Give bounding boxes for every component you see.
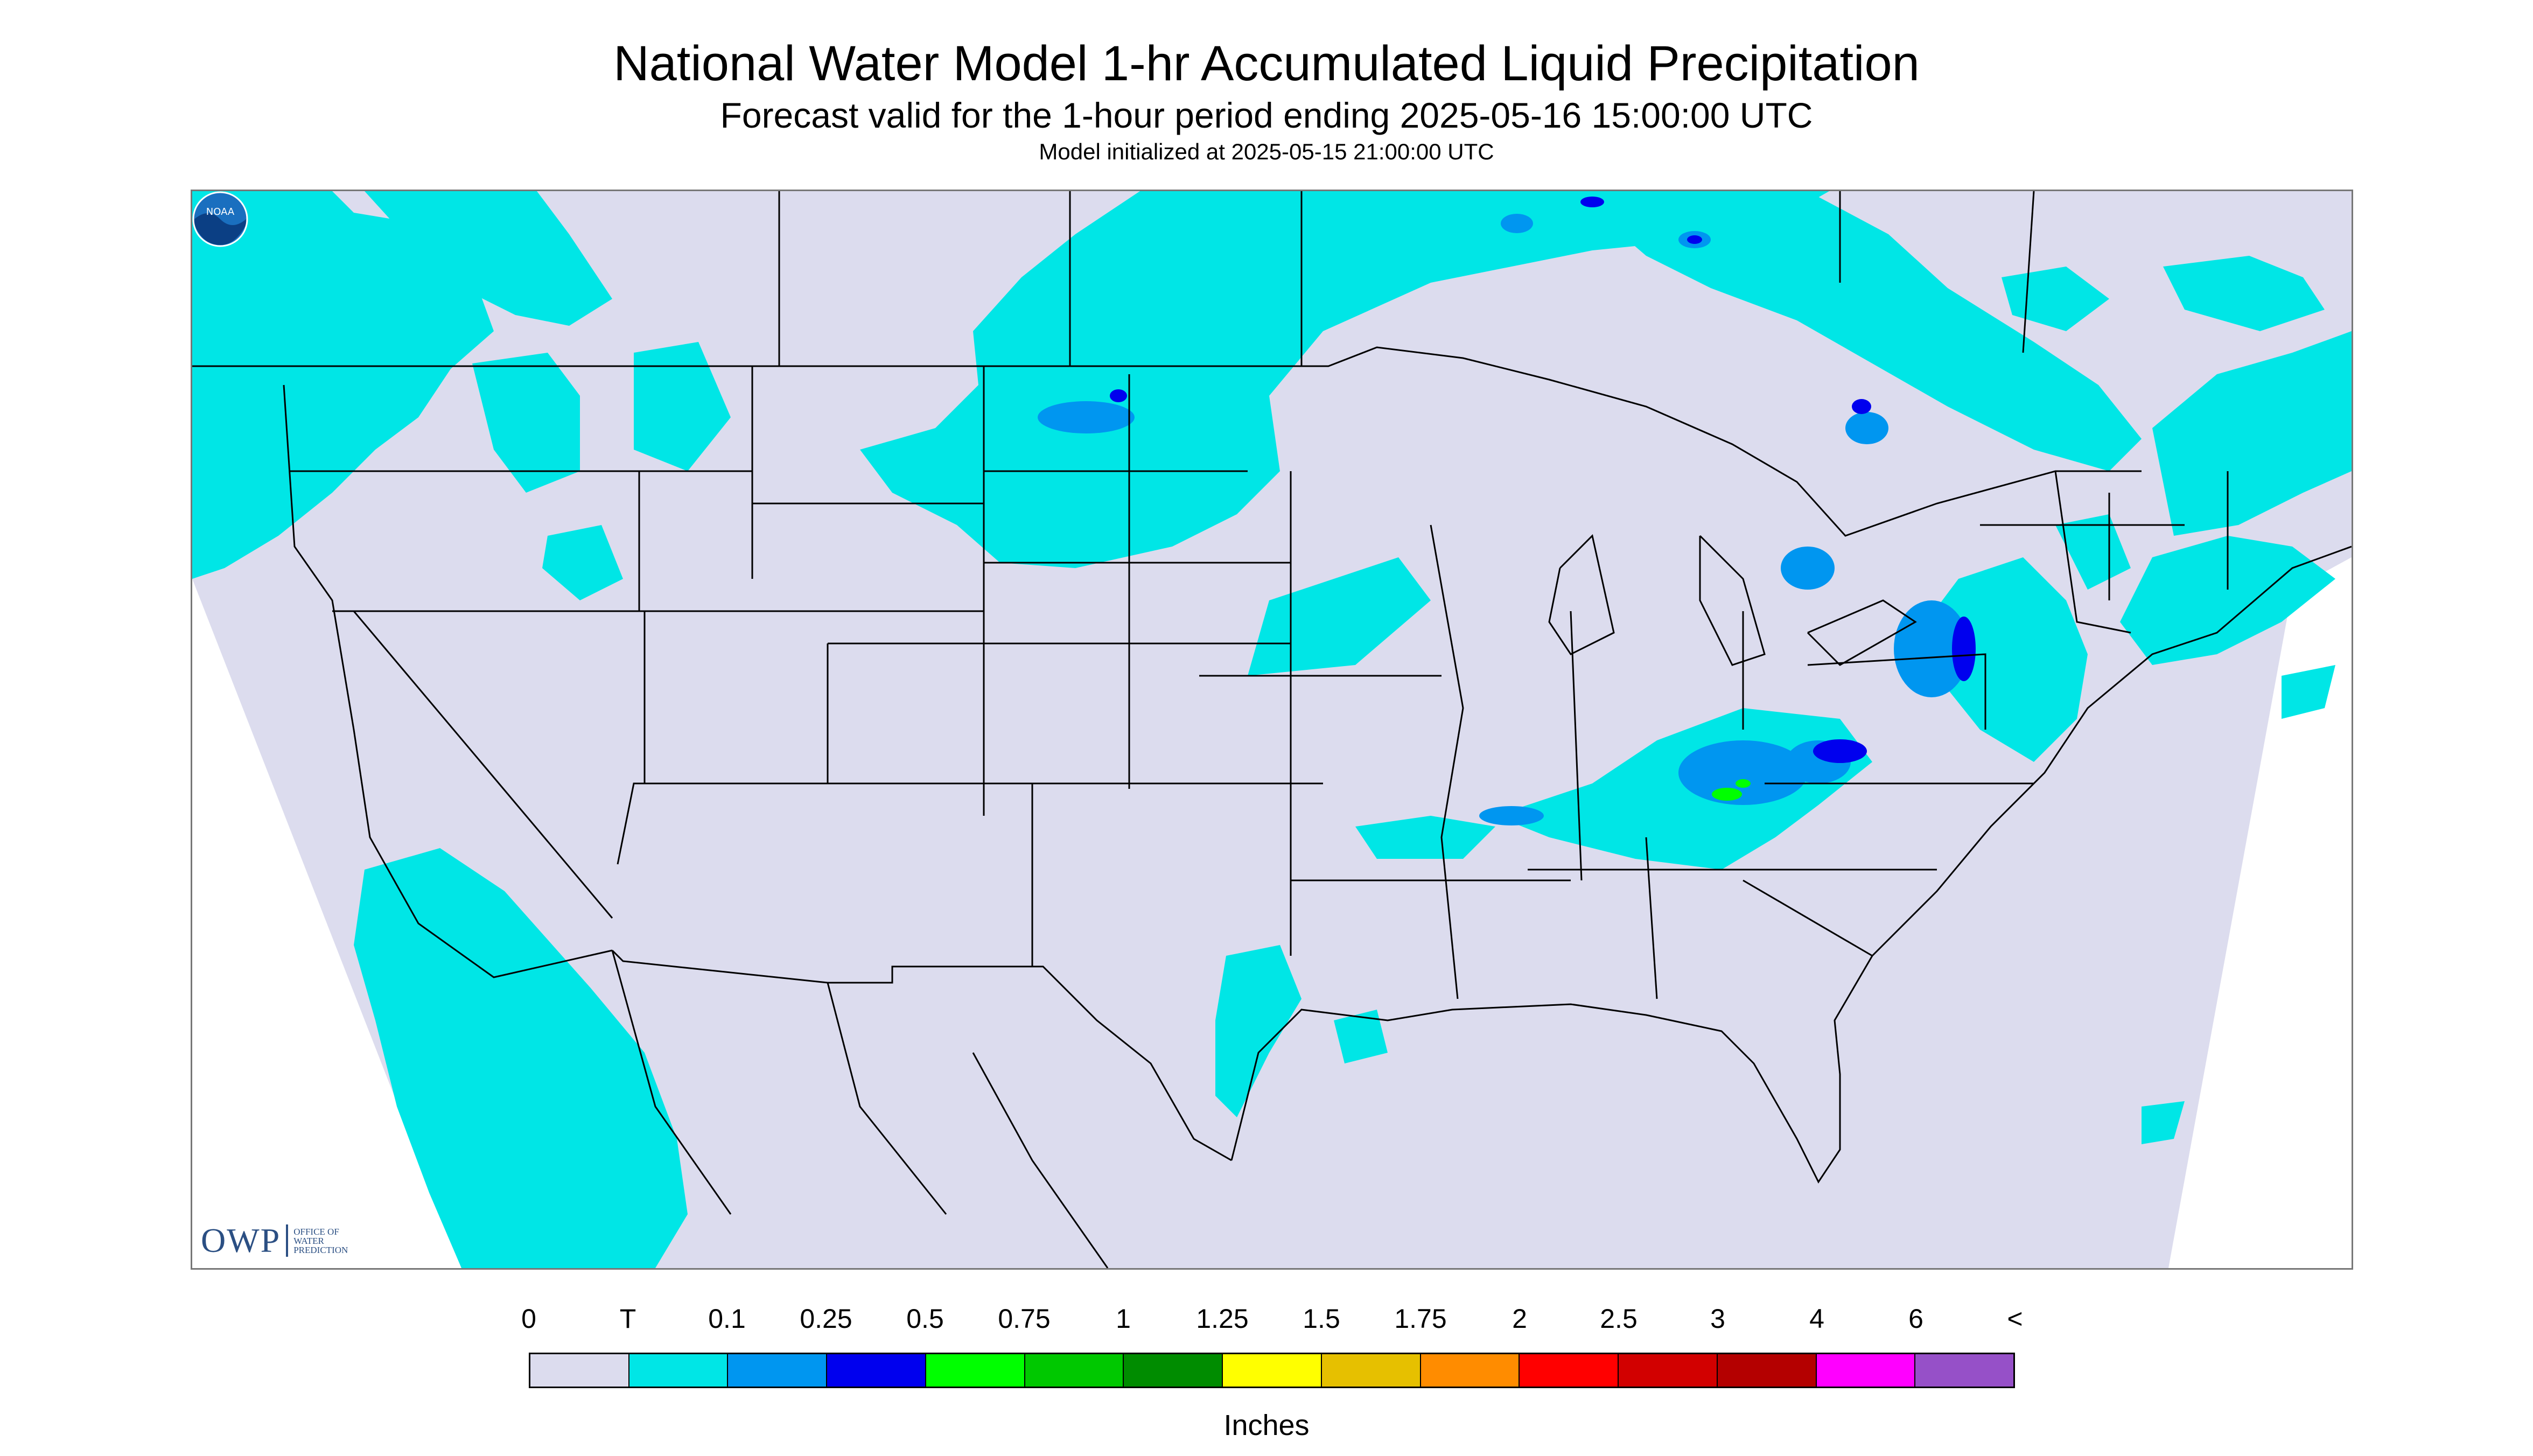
- legend-swatch: [629, 1354, 729, 1387]
- legend-swatch: [1520, 1354, 1619, 1387]
- legend-label: 2: [1512, 1304, 1527, 1334]
- moderate-precip-areas: [1110, 197, 1976, 763]
- owp-logo-divider: [286, 1224, 289, 1257]
- noaa-logo-icon: NOAA: [192, 191, 248, 247]
- legend-swatch: [530, 1354, 629, 1387]
- precipitation-map: OWP OFFICE OF WATER PREDICTION NOAA: [191, 190, 2353, 1270]
- trace-precip-areas: [192, 191, 2352, 1268]
- legend-label: 4: [1809, 1304, 1824, 1334]
- owp-logo-line: PREDICTION: [293, 1244, 348, 1255]
- map-subtitle: Forecast valid for the 1-hour period end…: [720, 95, 1813, 135]
- legend-swatch: [1619, 1354, 1718, 1387]
- legend-label: <: [2007, 1304, 2023, 1334]
- legend-labels: 0 T 0.1 0.25 0.5 0.75 1 1.25 1.5 1.75 2 2.5 3 4 6 <: [521, 1303, 2023, 1341]
- legend-swatch: [728, 1354, 828, 1387]
- legend-label: 0.25: [800, 1304, 852, 1334]
- model-init-line: Model initialized at 2025-05-15 21:00:00…: [1039, 139, 1494, 164]
- legend-label: T: [619, 1304, 636, 1334]
- legend-swatch: [1124, 1354, 1223, 1387]
- legend-swatch: [1717, 1354, 1817, 1387]
- legend-units: Inches: [1223, 1409, 1310, 1441]
- map-canvas: [192, 191, 2352, 1268]
- legend-label: 0: [521, 1304, 536, 1334]
- owp-logo: OWP OFFICE OF WATER PREDICTION: [201, 1221, 348, 1261]
- legend-swatch: [1025, 1354, 1124, 1387]
- owp-logo-line: OFFICE OF: [293, 1226, 339, 1237]
- owp-logo-text: OFFICE OF WATER PREDICTION: [293, 1227, 348, 1255]
- legend-label: 0.5: [906, 1304, 944, 1334]
- map-title: National Water Model 1-hr Accumulated Li…: [613, 36, 1920, 91]
- legend-label: 1: [1116, 1304, 1131, 1334]
- heavy-precip-areas: [1712, 779, 1751, 801]
- legend-swatch: [1816, 1354, 1916, 1387]
- model-domain: [192, 191, 2352, 1268]
- legend-color-bar: [529, 1353, 2015, 1388]
- legend-label: 3: [1710, 1304, 1725, 1334]
- owp-logo-line: WATER: [293, 1235, 324, 1246]
- legend-swatch: [1321, 1354, 1421, 1387]
- legend-swatch: [1421, 1354, 1520, 1387]
- legend-swatch: [926, 1354, 1025, 1387]
- legend-label: 1.75: [1394, 1304, 1447, 1334]
- legend-label: 6: [1908, 1304, 1923, 1334]
- legend-label: 2.5: [1600, 1304, 1638, 1334]
- legend-label: 0.1: [708, 1304, 746, 1334]
- political-boundaries: [192, 191, 2352, 1268]
- legend-swatch: [827, 1354, 926, 1387]
- owp-logo-letters: OWP: [201, 1221, 281, 1259]
- legend-swatch: [1915, 1354, 2014, 1387]
- legend-label: 0.75: [998, 1304, 1051, 1334]
- legend-swatch: [1223, 1354, 1322, 1387]
- legend-label: 1.25: [1196, 1304, 1249, 1334]
- legend-label: 1.5: [1303, 1304, 1340, 1334]
- noaa-logo-text: NOAA: [206, 206, 235, 218]
